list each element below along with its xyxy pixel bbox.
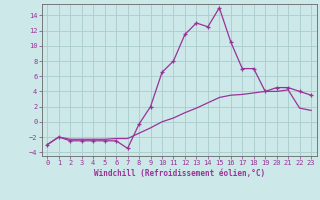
X-axis label: Windchill (Refroidissement éolien,°C): Windchill (Refroidissement éolien,°C) xyxy=(94,169,265,178)
